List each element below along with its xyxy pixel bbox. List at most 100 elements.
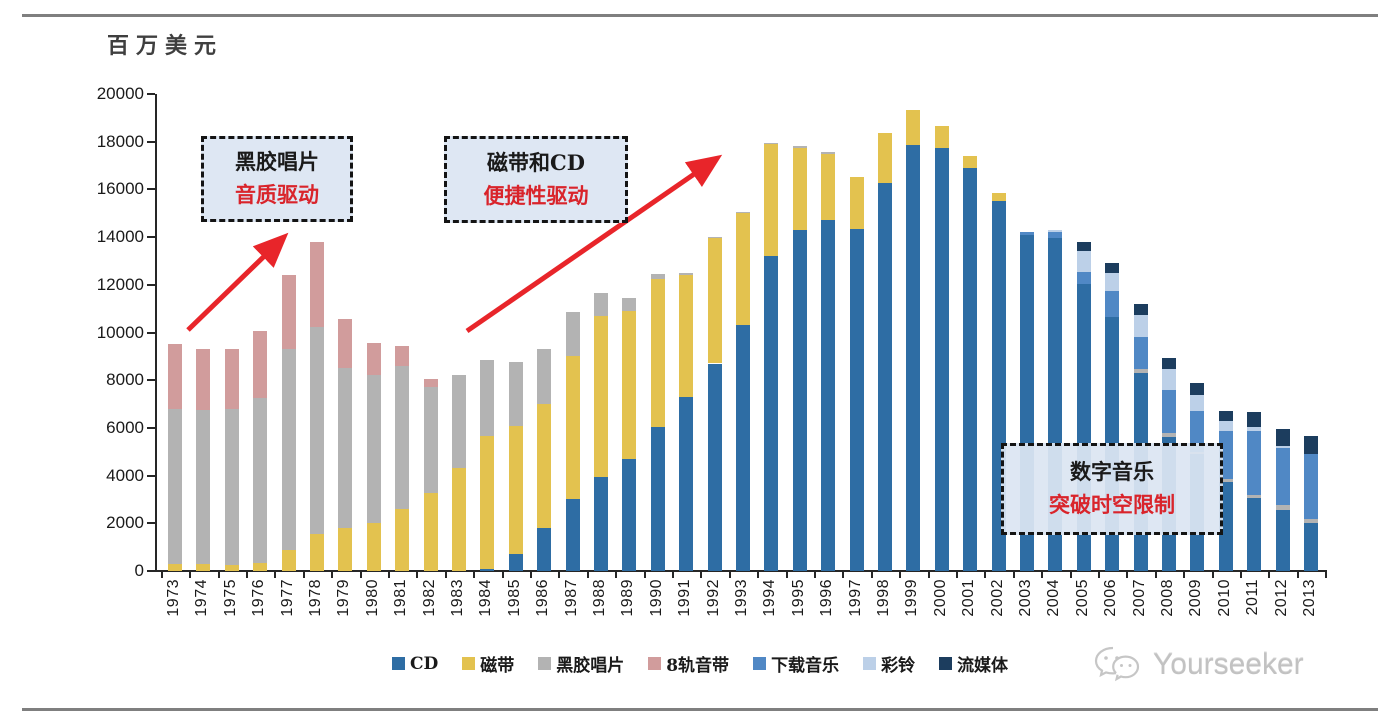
x-axis-tick (1154, 571, 1157, 578)
bar-segment-2005-下载音乐 (1076, 271, 1091, 284)
bar-segment-1979-8轨音带 (338, 319, 353, 369)
x-axis-tick (1240, 571, 1242, 578)
x-axis-tick (956, 571, 958, 578)
legend-item-流媒体: 流媒体 (939, 651, 1008, 676)
x-axis-label-1975: 1975 (221, 579, 239, 617)
bar-segment-1985-黑胶唱片 (508, 362, 523, 426)
x-axis-label-2001: 2001 (960, 579, 978, 617)
bar-segment-2001-CD (963, 167, 978, 571)
bar-segment-1986-磁带 (537, 404, 552, 529)
y-axis (155, 94, 157, 572)
bar-segment-2007-流媒体 (1133, 303, 1148, 315)
annotation-subtitle: 突破时空限制 (1049, 492, 1175, 517)
bar-segment-1987-磁带 (565, 356, 580, 500)
bar-segment-2011-黑胶唱片 (1247, 494, 1262, 499)
x-axis-label-1982: 1982 (420, 579, 438, 617)
x-axis-tick (530, 571, 532, 578)
bar-segment-1991-磁带 (679, 275, 694, 397)
x-axis-tick (331, 571, 334, 578)
bar-segment-1974-黑胶唱片 (196, 410, 211, 564)
legend-label: 磁带 (480, 656, 515, 676)
bar-segment-1985-磁带 (508, 425, 523, 555)
y-axis-label: 14000 (96, 227, 144, 247)
x-axis-tick (473, 571, 476, 578)
x-axis-tick (302, 571, 305, 578)
bar-segment-2008-彩铃 (1162, 369, 1176, 390)
x-axis-tick (643, 571, 646, 578)
x-axis-tick (1268, 571, 1271, 578)
legend-swatch (648, 657, 662, 670)
bar-segment-2004-彩铃 (1048, 229, 1063, 233)
x-axis-tick (984, 571, 987, 578)
x-axis-tick (1296, 571, 1299, 578)
x-axis-tick (1211, 571, 1214, 578)
bar-segment-2008-黑胶唱片 (1162, 432, 1176, 438)
watermark-text: Yourseeker (1153, 648, 1304, 681)
bar-segment-1999-CD (906, 145, 921, 571)
bar-segment-1998-磁带 (878, 133, 892, 184)
legend-label: CD (409, 653, 439, 674)
y-axis-tick (147, 236, 155, 239)
bar-segment-2000-磁带 (934, 126, 949, 148)
bar-segment-1989-CD (622, 458, 637, 571)
bar-segment-1997-CD (849, 228, 864, 571)
x-axis-tick (1069, 571, 1072, 578)
x-axis-label-1990: 1990 (647, 579, 665, 617)
chart-legend: CD 磁带 黑胶唱片 8轨音带 下载音乐 彩铃 流媒体 (160, 651, 1240, 676)
bar-segment-1980-8轨音带 (366, 343, 381, 376)
bar-segment-2009-流媒体 (1190, 382, 1205, 395)
x-axis-label-2005: 2005 (1073, 579, 1091, 617)
bar-segment-2011-CD (1247, 498, 1262, 571)
bar-segment-1982-8轨音带 (423, 379, 438, 388)
x-axis-label-2003: 2003 (1017, 579, 1034, 617)
bar-segment-1978-黑胶唱片 (310, 326, 324, 535)
bar-segment-1994-黑胶唱片 (764, 142, 779, 145)
trend-arrow-vinyl (186, 232, 289, 332)
y-axis-label: 18000 (96, 131, 144, 151)
bar-segment-1979-磁带 (338, 528, 353, 571)
bar-segment-2001-磁带 (963, 156, 978, 168)
x-axis-label-1977: 1977 (278, 579, 296, 617)
x-axis-tick (927, 571, 930, 578)
legend-item-CD: CD (391, 653, 439, 674)
bar-segment-1976-黑胶唱片 (253, 398, 268, 563)
x-axis-tick (217, 571, 220, 578)
y-axis-tick (147, 188, 155, 191)
bar-segment-1996-磁带 (821, 153, 836, 221)
x-axis-label-1995: 1995 (789, 579, 807, 617)
bar-segment-2012-CD (1275, 510, 1290, 571)
bar-segment-1995-磁带 (792, 147, 807, 230)
bar-segment-2013-下载音乐 (1304, 454, 1318, 519)
x-axis-label-1981: 1981 (392, 579, 410, 617)
bar-segment-1986-CD (537, 528, 552, 571)
legend-label: 下载音乐 (771, 656, 840, 676)
x-axis-tick (700, 571, 703, 578)
bar-segment-2004-下载音乐 (1048, 232, 1063, 239)
x-axis-label-2008: 2008 (1159, 579, 1176, 617)
annotation-subtitle: 便捷性驱动 (483, 182, 589, 208)
x-axis-label-1979: 1979 (335, 579, 353, 617)
bar-segment-1991-黑胶唱片 (679, 272, 694, 276)
x-axis-tick (501, 571, 504, 578)
bar-segment-1977-磁带 (281, 549, 296, 571)
x-axis-tick (1325, 571, 1328, 578)
x-axis-label-2013: 2013 (1301, 579, 1318, 617)
annotation-title: 数字音乐 (1070, 459, 1154, 485)
legend-item-黑胶唱片: 黑胶唱片 (538, 651, 624, 676)
bar-segment-1999-磁带 (906, 109, 921, 146)
bar-segment-1978-磁带 (310, 534, 324, 571)
x-axis-label-1994: 1994 (761, 579, 779, 617)
x-axis-tick (672, 571, 674, 578)
bar-segment-1980-黑胶唱片 (366, 375, 381, 524)
x-axis-label-2012: 2012 (1272, 579, 1290, 617)
y-axis-label: 0 (134, 561, 144, 580)
x-axis-label-1976: 1976 (250, 579, 268, 617)
bar-segment-2012-下载音乐 (1275, 448, 1290, 506)
x-axis-label-1993: 1993 (733, 579, 750, 617)
bar-segment-2012-流媒体 (1275, 429, 1290, 446)
bar-segment-1996-CD (821, 220, 836, 571)
y-axis-tick (147, 283, 155, 286)
x-axis-tick (728, 571, 731, 578)
bar-segment-1977-黑胶唱片 (281, 349, 296, 550)
bar-segment-1994-CD (764, 256, 779, 571)
